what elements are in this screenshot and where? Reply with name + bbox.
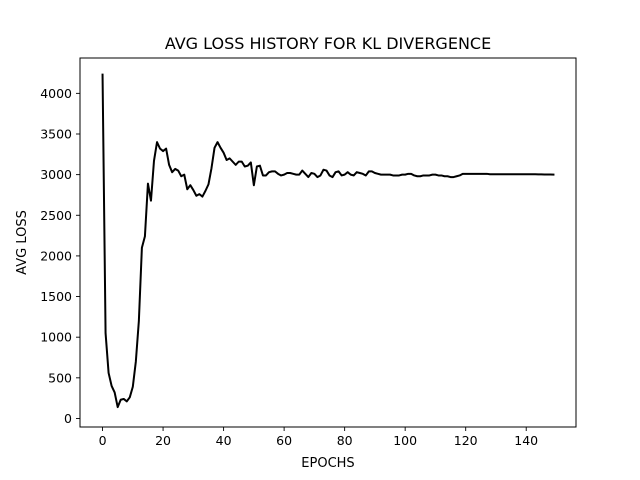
plot-frame bbox=[79, 57, 577, 428]
y-tick-label: 2000 bbox=[40, 248, 72, 263]
x-tick-label: 20 bbox=[155, 433, 171, 448]
loss-series-line bbox=[101, 73, 555, 409]
x-tick-label: 0 bbox=[99, 433, 107, 448]
x-tick-label: 60 bbox=[276, 433, 292, 448]
y-tick-label: 3000 bbox=[40, 167, 72, 182]
x-tick-label: 120 bbox=[454, 433, 478, 448]
y-tick-label: 2500 bbox=[40, 208, 72, 223]
axis-ticks: 0 20 40 60 80 100 120 140 0 500 1000 1500 2000 2500 30… bbox=[40, 86, 538, 448]
x-tick-label: 140 bbox=[514, 433, 538, 448]
chart-title: AVG LOSS HISTORY FOR KL DIVERGENCE bbox=[165, 34, 491, 53]
y-tick-label: 0 bbox=[64, 411, 72, 426]
y-tick-label: 4000 bbox=[40, 86, 72, 101]
y-tick-label: 500 bbox=[48, 370, 72, 385]
x-tick-label: 80 bbox=[337, 433, 353, 448]
y-axis-label: AVG LOSS bbox=[15, 210, 30, 275]
x-tick-label: 40 bbox=[216, 433, 232, 448]
y-tick-label: 1500 bbox=[40, 289, 72, 304]
x-axis-label: EPOCHS bbox=[301, 456, 354, 471]
y-tick-label: 1000 bbox=[40, 330, 72, 345]
x-tick-label: 100 bbox=[393, 433, 417, 448]
y-tick-label: 3500 bbox=[40, 126, 72, 141]
